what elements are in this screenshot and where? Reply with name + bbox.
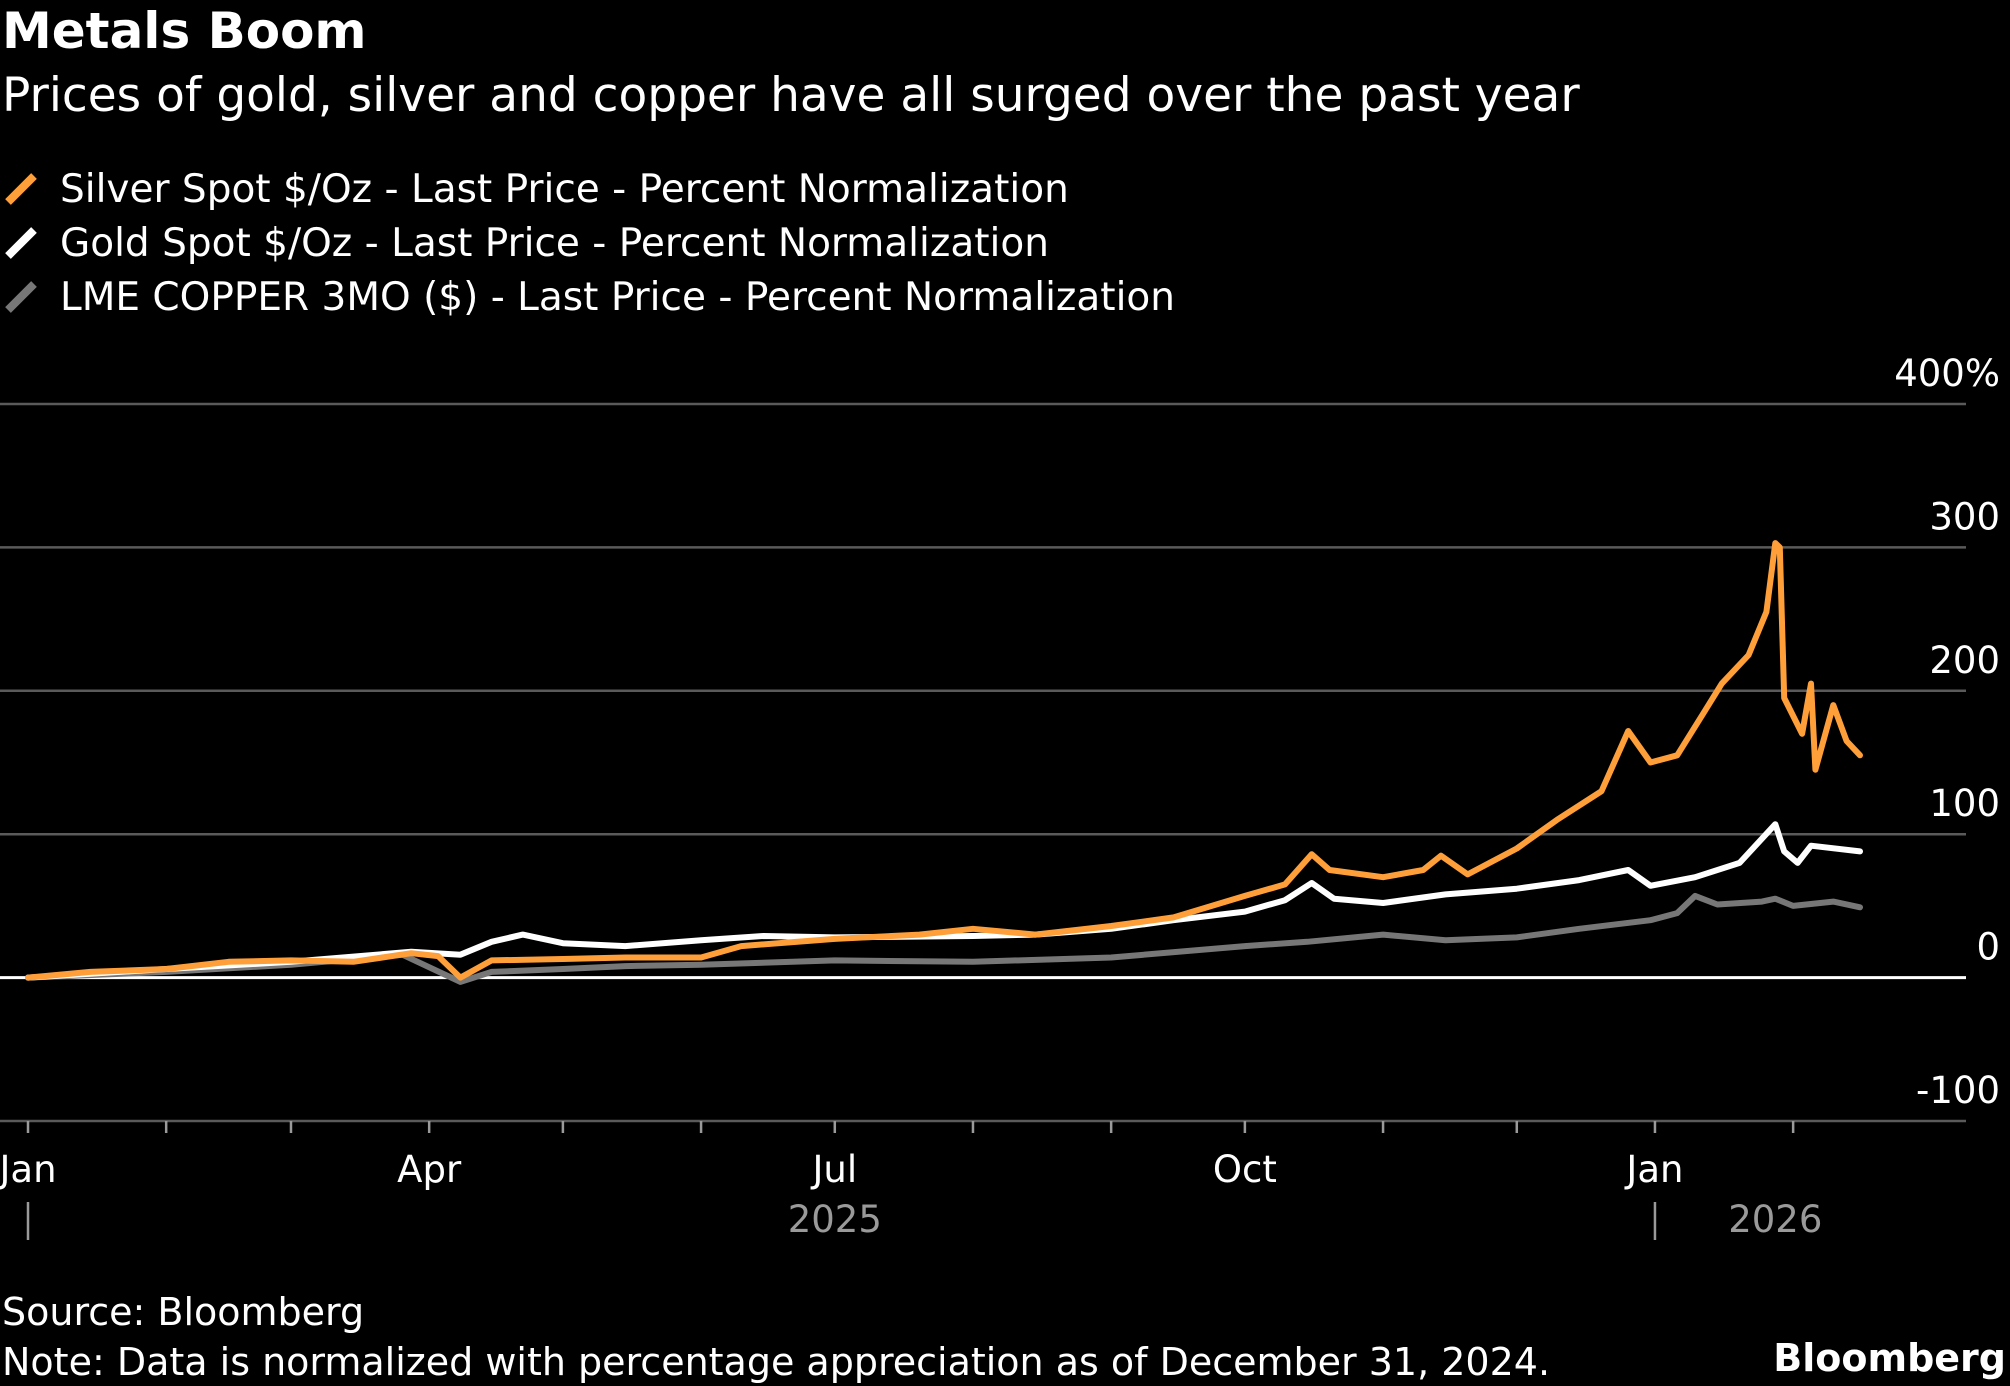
y-tick-label: 400%	[1894, 352, 2000, 395]
legend: Silver Spot $/Oz - Last Price - Percent …	[2, 162, 1175, 324]
y-tick-label: 0	[1976, 926, 2000, 969]
chart-title: Metals Boom	[2, 2, 367, 60]
chart-subtitle: Prices of gold, silver and copper have a…	[2, 68, 1580, 123]
footnote: Note: Data is normalized with percentage…	[2, 1340, 1551, 1384]
legend-item-gold: Gold Spot $/Oz - Last Price - Percent No…	[2, 216, 1175, 270]
x-tick-label: Apr	[397, 1148, 462, 1191]
legend-item-copper: LME COPPER 3MO ($) - Last Price - Percen…	[2, 270, 1175, 324]
x-tick-label: Oct	[1213, 1148, 1277, 1191]
y-tick-label: 300	[1929, 495, 2000, 538]
source-note: Source: Bloomberg	[2, 1290, 365, 1334]
legend-swatch-silver-line	[5, 173, 37, 205]
legend-swatch-silver-icon	[5, 173, 37, 205]
legend-swatch-gold-icon	[5, 227, 37, 259]
legend-swatch-gold-line	[5, 227, 37, 259]
legend-label-gold: Gold Spot $/Oz - Last Price - Percent No…	[60, 220, 1049, 266]
x-tick-label: Jan	[0, 1148, 57, 1191]
y-tick-label: 100	[1929, 782, 2000, 825]
y-tick-label: -100	[1916, 1069, 2000, 1112]
bloomberg-logo: Bloomberg	[1773, 1336, 2006, 1380]
legend-swatch-copper-line	[5, 281, 37, 313]
series-line-copper	[25, 892, 1863, 985]
y-tick-label: 200	[1929, 639, 2000, 682]
x-year-label: 2025	[788, 1198, 882, 1241]
x-tick-label: Jul	[810, 1148, 857, 1191]
series-line-silver	[25, 540, 1863, 981]
series-line-gold	[25, 821, 1863, 981]
x-year-label: 2026	[1728, 1198, 1822, 1241]
legend-label-copper: LME COPPER 3MO ($) - Last Price - Percen…	[60, 274, 1175, 320]
legend-item-silver: Silver Spot $/Oz - Last Price - Percent …	[2, 162, 1175, 216]
legend-swatch-copper-icon	[5, 281, 37, 313]
legend-label-silver: Silver Spot $/Oz - Last Price - Percent …	[60, 166, 1069, 212]
x-tick-label: Jan	[1624, 1148, 1683, 1191]
